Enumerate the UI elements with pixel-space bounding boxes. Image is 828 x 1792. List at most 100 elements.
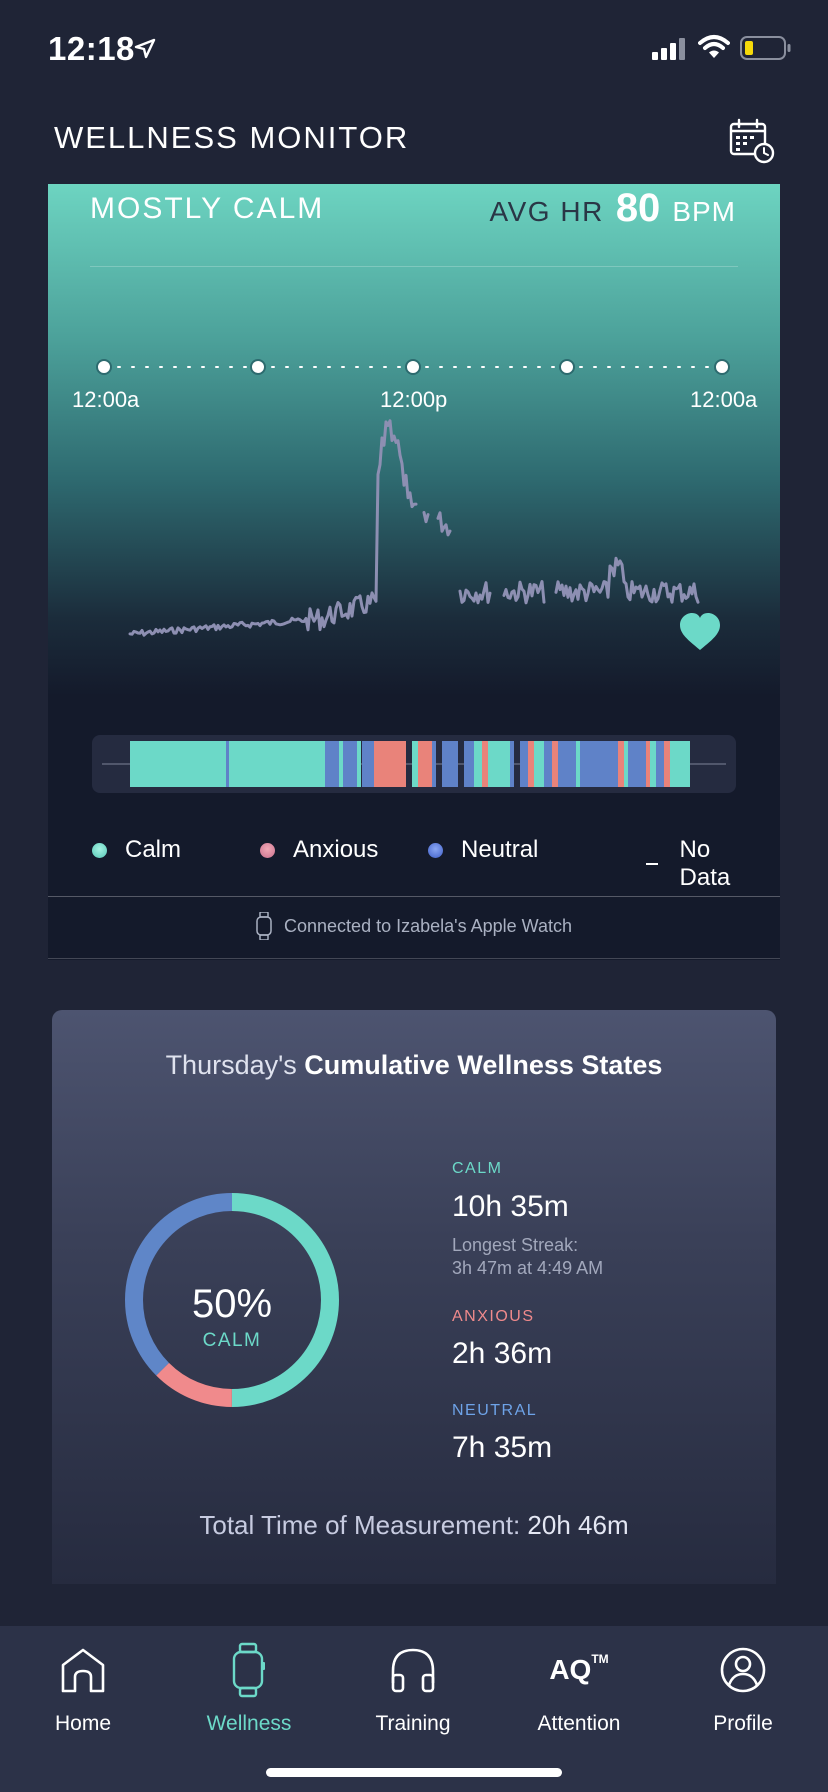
state-segment — [226, 741, 229, 787]
legend-label: No Data — [679, 836, 731, 891]
wellness-donut-chart — [125, 1193, 339, 1407]
state-segment — [229, 741, 325, 787]
avg-heart-rate: AVG HR 80 BPM — [490, 186, 736, 231]
state-segment — [464, 741, 474, 787]
state-segment — [520, 741, 528, 787]
state-segment — [598, 741, 618, 787]
tab-label: Profile — [713, 1712, 773, 1735]
watch-connection-status: Connected to Izabela's Apple Watch — [48, 912, 780, 940]
aq-icon-trademark: TM — [591, 1652, 609, 1666]
heart-rate-line — [436, 511, 452, 537]
time-scrubber[interactable] — [48, 184, 780, 424]
anxious-stat-value: 2h 36m — [452, 1337, 553, 1370]
heart-rate-line — [458, 581, 492, 605]
timeline-node — [96, 359, 112, 375]
headphones-icon — [391, 1648, 435, 1693]
battery-icon — [740, 36, 791, 60]
state-segment — [580, 741, 598, 787]
tab-training[interactable]: Training — [338, 1640, 488, 1736]
tab-label: Home — [54, 1712, 112, 1735]
calm-stat-value: 10h 35m — [452, 1190, 569, 1223]
state-segment — [374, 741, 406, 787]
avg-hr-unit: BPM — [672, 196, 736, 227]
timeline-node — [714, 359, 730, 375]
anxious-dot — [260, 842, 275, 858]
legend-label: Neutral — [461, 836, 539, 863]
neutral-stat-label: NEUTRAL — [452, 1402, 538, 1419]
total-value: 20h 46m — [527, 1510, 629, 1540]
hero-separator — [48, 896, 780, 897]
aq-icon: AQTM — [549, 1652, 609, 1686]
connected-text: Connected to Izabela's Apple Watch — [284, 915, 572, 936]
profile-icon — [720, 1647, 766, 1693]
bottom-tab-bar: Home Wellness Training AQTM Attention — [0, 1626, 828, 1792]
aq-icon-text: AQ — [549, 1654, 592, 1685]
state-segment — [357, 741, 361, 787]
home-icon — [61, 1648, 105, 1693]
heart-rate-line — [128, 419, 418, 637]
calm-percent: 50% — [191, 1282, 273, 1326]
avg-hr-value: 80 — [615, 186, 661, 230]
streak-label: Longest Streak: — [452, 1235, 579, 1255]
state-segment — [656, 741, 664, 787]
state-segment — [482, 741, 488, 787]
time-label-noon: 12:00p — [380, 387, 448, 412]
heart-rate-chart — [128, 419, 720, 650]
calendar-history-button[interactable] — [728, 118, 776, 164]
state-segment — [628, 741, 646, 787]
location-arrow-icon — [134, 38, 156, 59]
donut-segment-neutral — [125, 1193, 339, 1407]
cumulative-states-card: Thursday's Cumulative Wellness States 50… — [52, 1010, 776, 1584]
anxious-stat-label: ANXIOUS — [452, 1308, 535, 1325]
wellness-state-segments — [102, 741, 726, 787]
state-segment — [664, 741, 670, 787]
streak-value: 3h 47m at 4:49 AM — [452, 1258, 604, 1278]
tab-label: Wellness — [206, 1712, 292, 1735]
wellness-legend: Calm Anxious Neutral No Data — [92, 836, 752, 891]
no-data-dash — [646, 863, 658, 865]
state-segment — [618, 741, 624, 787]
cellular-signal-icon — [652, 38, 685, 60]
timeline-node — [250, 359, 266, 375]
title-day: Thursday's — [165, 1050, 297, 1080]
wellness-state-bar — [92, 735, 736, 793]
legend-no-data: No Data — [646, 836, 752, 892]
state-segment — [646, 741, 650, 787]
tab-attention[interactable]: AQTM Attention — [504, 1640, 654, 1736]
state-segment — [624, 741, 628, 787]
state-segment — [325, 741, 339, 787]
state-segment — [488, 741, 510, 787]
calm-percent-label: CALM — [202, 1330, 262, 1351]
heart-rate-line — [554, 556, 700, 604]
tab-wellness[interactable]: Wellness — [174, 1640, 324, 1736]
state-segment — [510, 741, 514, 787]
state-segment — [343, 741, 357, 787]
state-segment — [418, 741, 432, 787]
state-segment — [432, 741, 436, 787]
tab-profile[interactable]: Profile — [668, 1640, 818, 1736]
legend-anxious: Anxious — [260, 836, 378, 864]
neutral-dot — [428, 842, 443, 858]
state-segment — [362, 741, 374, 787]
title-bold: Cumulative Wellness States — [304, 1050, 663, 1080]
legend-calm: Calm — [92, 836, 181, 864]
page-title: WELLNESS MONITOR — [54, 120, 410, 155]
calendar-clock-icon — [729, 118, 775, 164]
avg-hr-label: AVG HR — [489, 196, 604, 227]
total-label: Total Time of Measurement: — [199, 1510, 521, 1540]
heart-rate-line — [422, 511, 430, 524]
state-segment — [130, 741, 226, 787]
legend-label: Calm — [125, 836, 182, 863]
timeline-node — [405, 359, 421, 375]
state-segment — [412, 741, 420, 787]
watch-icon — [232, 1642, 265, 1698]
calm-dot — [92, 842, 107, 858]
state-segment — [442, 741, 458, 787]
calm-stat-label: CALM — [452, 1160, 503, 1177]
tab-label: Training — [375, 1712, 451, 1735]
tab-home[interactable]: Home — [8, 1640, 158, 1736]
state-segment — [474, 741, 482, 787]
wellness-state-title: MOSTLY CALM — [90, 192, 325, 225]
state-segment — [339, 741, 343, 787]
heart-icon — [680, 613, 720, 650]
